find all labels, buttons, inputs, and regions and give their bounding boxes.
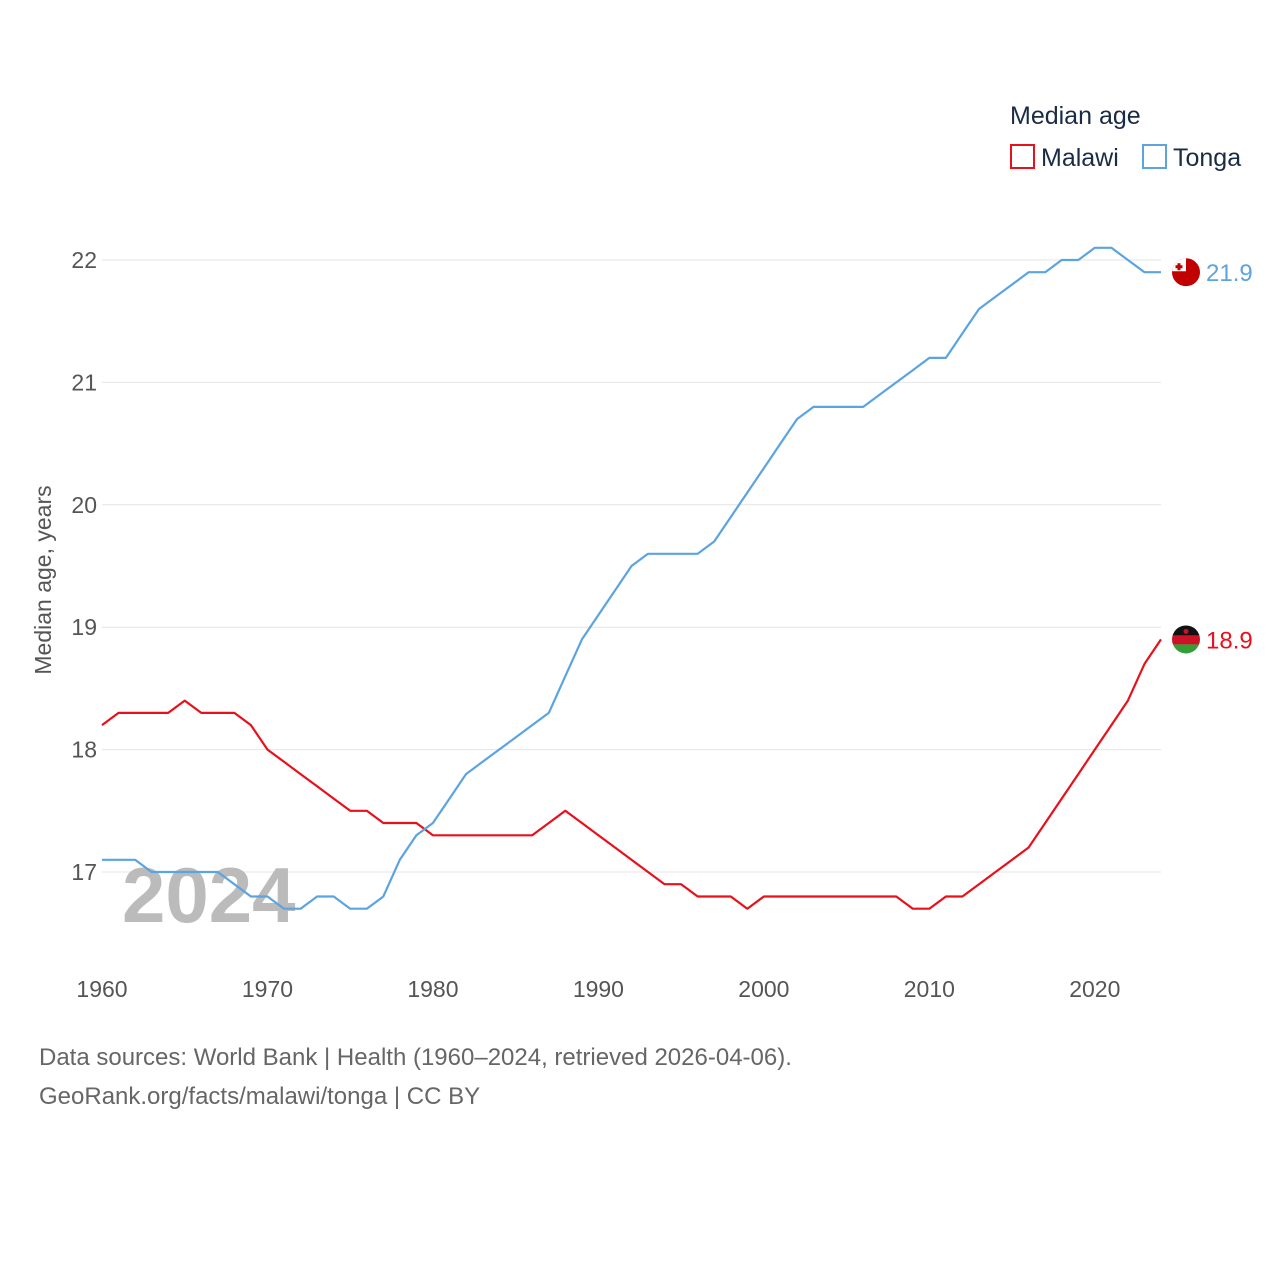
end-label-tonga: 21.9 [1206,260,1253,287]
grid-lines [102,259,1161,873]
y-axis-label: Median age, years [30,485,56,674]
footer-link[interactable]: GeoRank.org/facts/malawi/tonga | CC BY [39,1083,481,1110]
y-tick-21: 21 [71,369,97,395]
line-tonga [102,246,1161,910]
y-axis-ticks: 17 18 19 20 21 22 [71,247,97,885]
legend-item-malawi[interactable]: Malawi [1010,144,1119,172]
y-tick-20: 20 [71,492,97,518]
legend-label-tonga: Tonga [1173,144,1241,172]
x-tick-1970: 1970 [242,976,293,1002]
legend-label-malawi: Malawi [1041,144,1119,172]
end-markers: 18.9 21.9 [1172,258,1253,654]
legend-items: Malawi Tonga [1010,144,1241,172]
y-tick-18: 18 [71,737,97,763]
flag-malawi-icon [1172,625,1200,654]
legend-swatch-tonga [1142,144,1167,169]
x-axis-ticks: 1960 1970 1980 1990 2000 2010 2020 [76,976,1120,1002]
legend-item-tonga[interactable]: Tonga [1142,144,1241,172]
footer-sources: Data sources: World Bank | Health (1960–… [39,1044,792,1071]
x-tick-2000: 2000 [738,976,789,1002]
year-watermark: 2024 [122,851,296,939]
y-tick-19: 19 [71,614,97,640]
x-tick-2010: 2010 [904,976,955,1002]
x-tick-1980: 1980 [407,976,458,1002]
y-tick-17: 17 [71,859,97,885]
legend-swatch-malawi [1010,144,1035,169]
line-malawi [101,638,1162,910]
legend: Median age Malawi Tonga [1010,102,1241,172]
x-tick-1990: 1990 [573,976,624,1002]
end-label-malawi: 18.9 [1206,627,1253,654]
flag-tonga-icon [1172,258,1200,287]
series-lines [101,246,1162,910]
y-tick-22: 22 [71,247,97,273]
legend-title: Median age [1010,102,1141,130]
x-tick-1960: 1960 [76,976,127,1002]
x-tick-2020: 2020 [1069,976,1120,1002]
